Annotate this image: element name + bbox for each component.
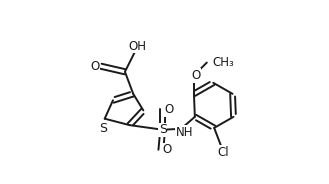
Text: S: S — [99, 122, 107, 135]
Text: NH: NH — [176, 126, 193, 139]
Text: O: O — [90, 60, 100, 73]
Text: S: S — [159, 123, 167, 136]
Text: O: O — [162, 144, 171, 156]
Text: O: O — [191, 69, 200, 82]
Text: Cl: Cl — [217, 146, 229, 159]
Text: OH: OH — [128, 40, 146, 53]
Text: CH₃: CH₃ — [212, 56, 234, 69]
Text: O: O — [164, 103, 173, 116]
